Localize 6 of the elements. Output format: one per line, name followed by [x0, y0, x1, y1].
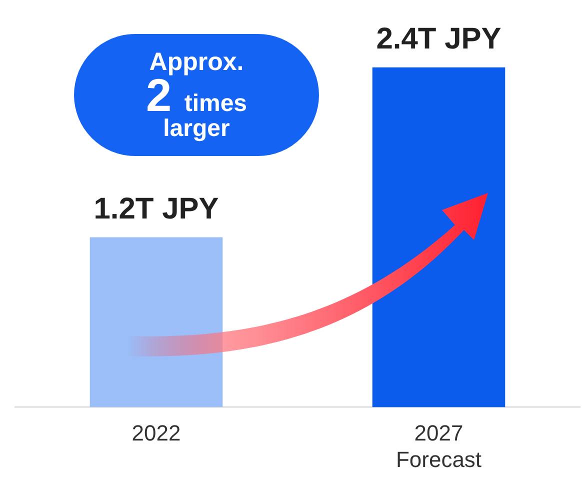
data-label: 1.2T JPY: [94, 192, 219, 226]
x-tick-label: 2027 Forecast: [396, 420, 482, 472]
x-tick-label: 2022: [132, 420, 181, 446]
callout-bubble: Approx. 2 times larger: [74, 34, 319, 156]
data-label: 2.4T JPY: [376, 22, 502, 56]
annotation: Approx. 2 times larger: [146, 48, 248, 142]
